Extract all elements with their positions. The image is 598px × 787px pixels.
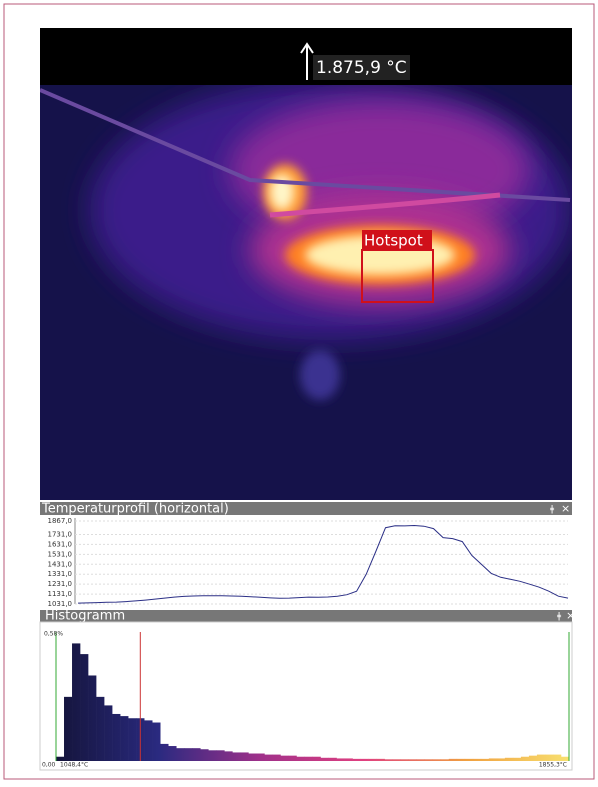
hist-bar — [497, 758, 505, 761]
hist-bar — [353, 759, 361, 761]
x-tick-label: 1048,4°C — [60, 762, 88, 769]
hist-bar — [264, 755, 272, 761]
y-tick-label: 1331,0 — [48, 570, 73, 578]
hist-bar — [441, 759, 449, 761]
hist-bar — [96, 697, 104, 761]
hist-bar — [176, 748, 184, 761]
hist-bar — [184, 748, 192, 761]
hist-bar — [457, 759, 465, 761]
close-icon[interactable]: × — [566, 609, 575, 622]
hist-bar — [513, 758, 521, 761]
hist-bar — [545, 755, 553, 761]
hist-bar — [537, 755, 545, 761]
hist-bar — [72, 643, 80, 761]
y-tick-label: 0,00 — [42, 762, 56, 769]
hist-bar — [160, 744, 168, 761]
hist-bar — [88, 675, 96, 761]
y-tick-label: 1731,0 — [48, 531, 73, 539]
hist-bar — [465, 759, 473, 761]
max-temp: 1.875,9 °C — [316, 58, 407, 78]
hist-bar — [433, 759, 441, 761]
hist-bar — [393, 759, 401, 761]
hist-bar — [248, 754, 256, 761]
y-tick-label: 1431,0 — [48, 560, 73, 568]
hist-bar — [561, 757, 569, 761]
close-icon[interactable]: × — [561, 502, 570, 515]
hist-bar — [152, 723, 160, 761]
hist-bar — [304, 757, 312, 761]
hist-bar — [521, 757, 529, 761]
hist-bar — [208, 750, 216, 761]
hist-bar — [80, 654, 88, 761]
y-tick-label: 1031,0 — [48, 600, 73, 608]
hist-bar — [200, 749, 208, 761]
hist-bar — [337, 758, 345, 761]
y-tick-label: 1131,0 — [48, 590, 73, 598]
hist-bar — [192, 748, 200, 761]
hist-bar — [553, 755, 561, 761]
hist-bar — [489, 758, 497, 761]
y-tick-label: 1631,0 — [48, 540, 73, 548]
thermal-image — [40, 80, 572, 500]
y-tick-label: 1867,0 — [48, 517, 73, 525]
hist-bar — [120, 716, 128, 761]
hist-bar — [64, 697, 72, 761]
hist-bar — [56, 757, 64, 761]
hist-bar — [128, 718, 136, 761]
y-tick-label: 0,58% — [44, 631, 63, 638]
hist-bar — [385, 759, 393, 761]
hist-bar — [296, 757, 304, 761]
panel-title: Histogramm — [45, 609, 125, 624]
panel-title: Temperaturprofil (horizontal) — [41, 502, 229, 517]
hist-bar — [377, 759, 385, 761]
hist-bar — [112, 714, 120, 761]
hist-bar — [144, 720, 152, 761]
hist-bar — [216, 750, 224, 761]
hist-bar — [168, 746, 176, 761]
hist-bar — [361, 759, 369, 761]
hist-bar — [481, 759, 489, 761]
y-tick-label: 1231,0 — [48, 580, 73, 588]
hist-bar — [417, 759, 425, 761]
hist-bar — [232, 752, 240, 761]
hist-bar — [256, 754, 264, 761]
hist-bar — [409, 759, 417, 761]
hist-bar — [529, 756, 537, 761]
hist-bar — [272, 755, 280, 761]
hist-bar — [369, 759, 377, 761]
y-tick-label: 1531,0 — [48, 550, 73, 558]
hist-bar — [345, 758, 353, 761]
hist-bar — [288, 756, 296, 761]
hist-bar — [473, 759, 481, 761]
hist-bar — [425, 759, 433, 761]
hist-bar — [313, 757, 321, 761]
hist-bar — [401, 759, 409, 761]
hist-bar — [240, 752, 248, 761]
hist-bar — [280, 756, 288, 761]
hist-bar — [104, 705, 112, 761]
hist-bar — [321, 758, 329, 761]
x-tick-label: 1855,3°C — [539, 762, 567, 769]
hotspot-label: Hotspot — [364, 232, 423, 250]
hist-bar — [329, 758, 337, 761]
screen: 1.875,9 °C Hotspot Temperaturprofil (hor… — [0, 0, 598, 783]
hist-bar — [505, 758, 513, 761]
hist-bar — [449, 759, 457, 761]
hist-bar — [224, 751, 232, 761]
